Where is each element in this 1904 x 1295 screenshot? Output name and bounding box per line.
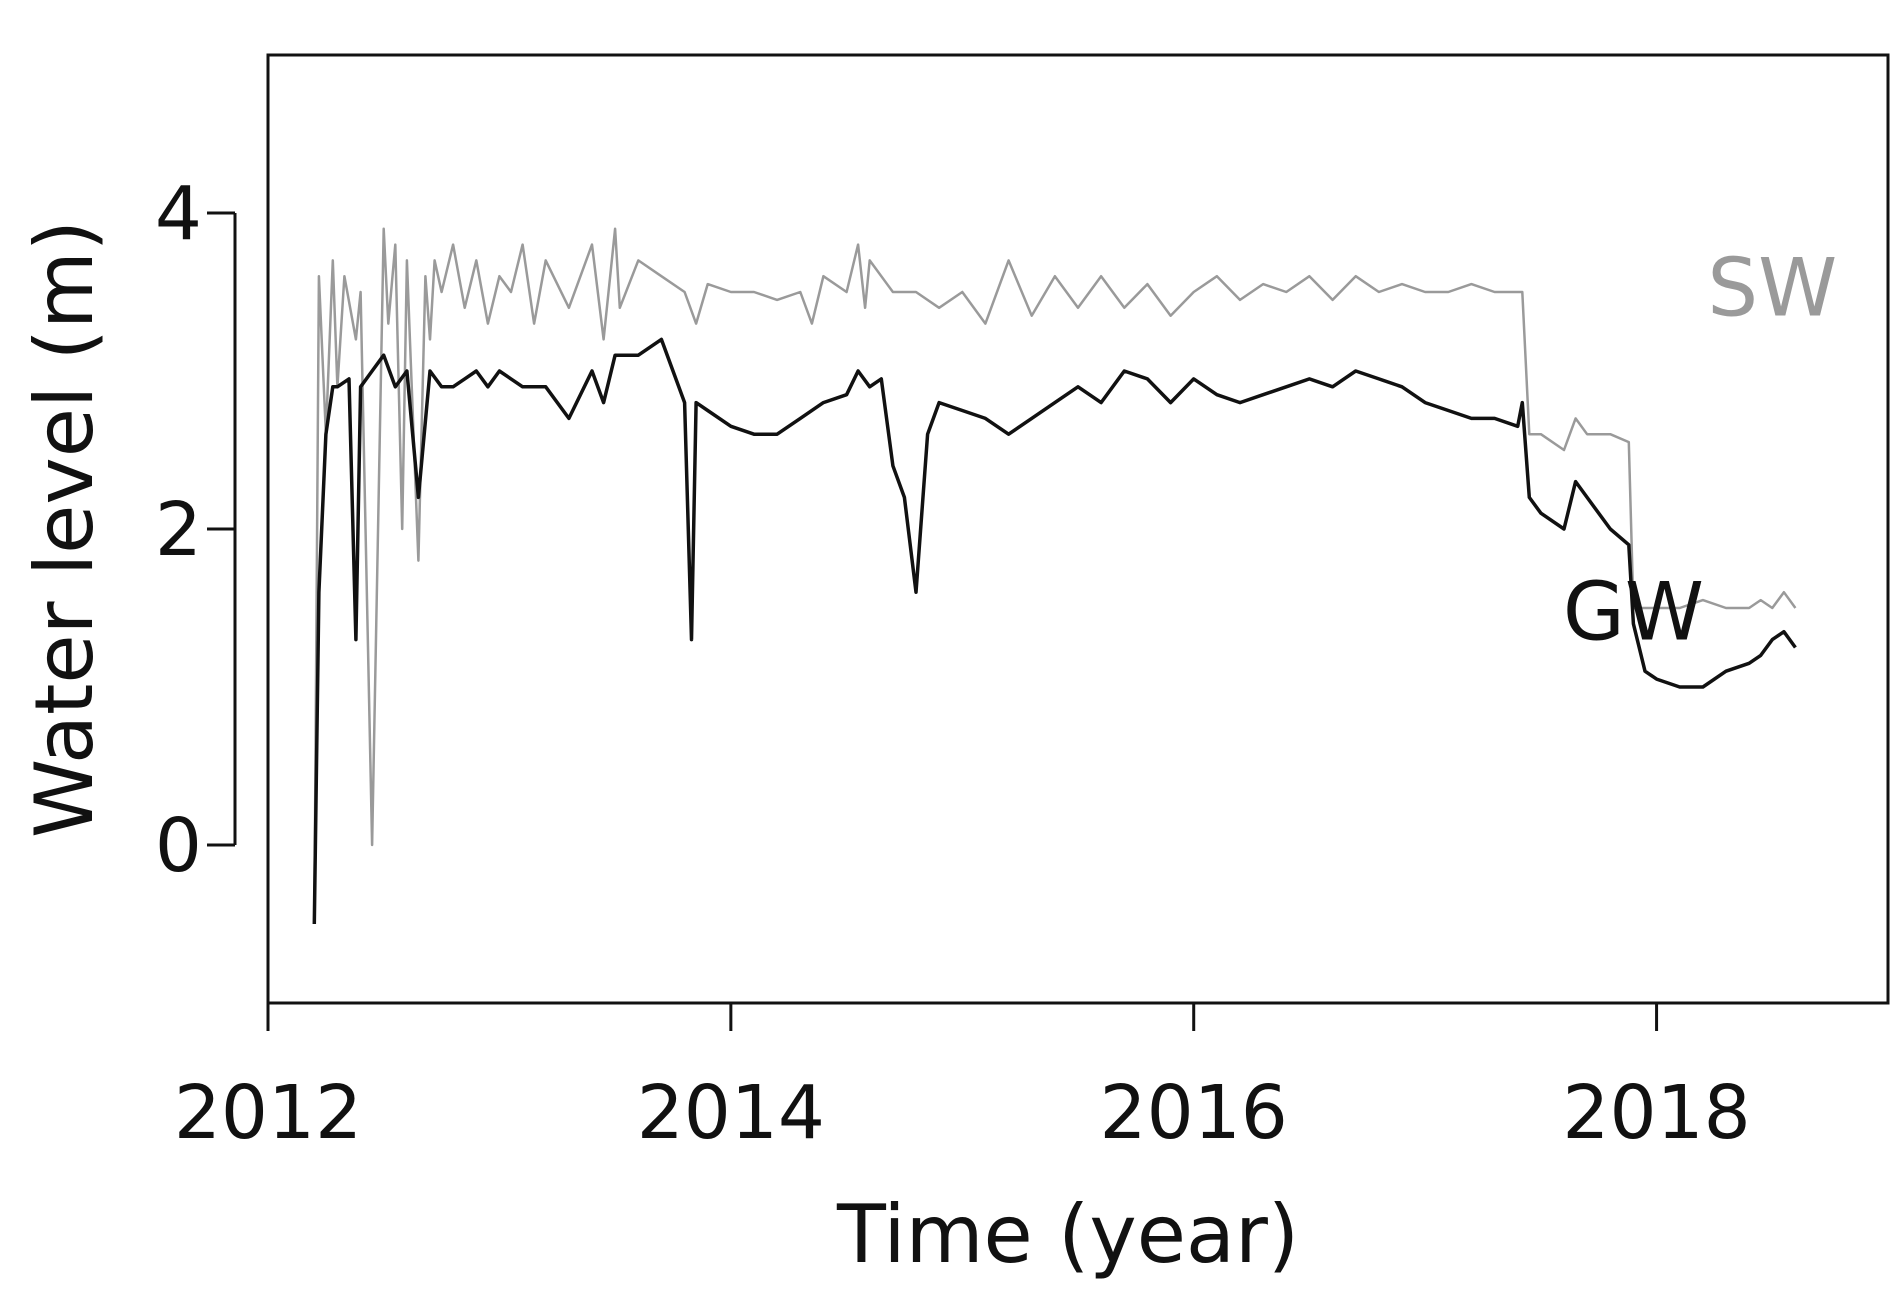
series-line-sw: [313, 227, 1797, 925]
series-label-sw: SW: [1707, 242, 1837, 335]
y-tick-label: 4: [155, 171, 202, 257]
x-axis-title: Time (year): [836, 1188, 1299, 1281]
plot-frame: [266, 53, 1890, 1005]
x-axis: 2012 2014 2016 2018: [174, 1001, 1888, 1156]
x-tick-label: 2018: [1562, 1070, 1750, 1156]
series-line-gw: [312, 337, 1797, 925]
x-tick-label: 2016: [1100, 1070, 1288, 1156]
x-tick-label: 2014: [637, 1070, 825, 1156]
y-axis: 0 2 4: [155, 171, 237, 889]
y-tick-label: 0: [155, 803, 202, 889]
x-tick-label: 2012: [174, 1070, 362, 1156]
series-layer: SW GW: [312, 227, 1837, 925]
y-tick-label: 2: [155, 487, 202, 573]
series-label-gw: GW: [1563, 566, 1704, 659]
y-axis-title: Water level (m): [18, 220, 111, 838]
